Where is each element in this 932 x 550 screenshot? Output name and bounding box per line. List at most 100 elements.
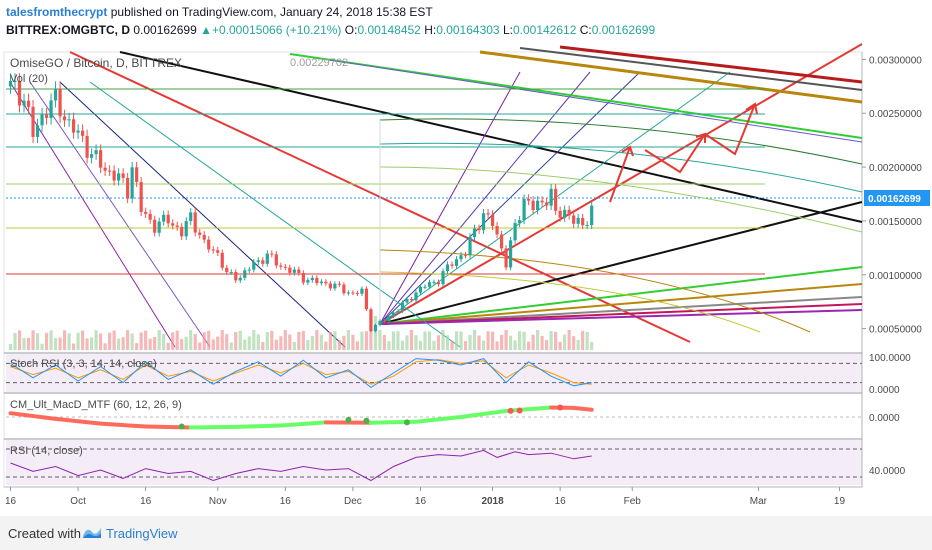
fan-line[interactable]: [59, 81, 346, 348]
volume-bar: [292, 341, 296, 350]
fib-arc[interactable]: [379, 166, 863, 233]
candle-body: [256, 260, 260, 262]
channel-line[interactable]: [519, 47, 863, 91]
candle-body: [405, 298, 409, 303]
volume-bar: [216, 336, 220, 350]
fib-arc[interactable]: [379, 118, 863, 165]
volume-bar: [513, 340, 517, 350]
candle-body: [26, 100, 31, 107]
candle-body: [44, 114, 49, 118]
created-with-text: Created with: [8, 526, 81, 541]
open-label: O:: [344, 23, 358, 37]
candle-body: [288, 267, 292, 273]
trend-line[interactable]: [379, 201, 863, 325]
fan-line[interactable]: [379, 296, 863, 325]
macd-segment: [504, 405, 554, 413]
candle-body: [499, 234, 504, 249]
candle-body: [216, 250, 220, 253]
volume-bar: [427, 331, 432, 350]
tradingview-logo-icon[interactable]: [82, 524, 102, 542]
volume-bar: [26, 337, 31, 350]
candle-body: [157, 221, 161, 233]
volume-bar: [360, 331, 364, 350]
volume-bar: [126, 330, 130, 350]
candle-body: [94, 150, 98, 155]
x-tick-label: Feb: [624, 496, 642, 507]
channel-line[interactable]: [479, 50, 863, 104]
candle-body: [369, 309, 373, 332]
ohlc-line: BITTREX:OMGBTC, D 0.00162699 ▲+0.0001506…: [6, 23, 655, 37]
y-tick-label: 0.00200000: [869, 163, 922, 174]
candle-body: [8, 80, 13, 87]
max-annotation: 0.00229702: [290, 57, 348, 69]
candle-body: [531, 200, 535, 211]
stoch-k-line: [10, 358, 592, 389]
volume-bar: [166, 342, 170, 350]
fan-line[interactable]: [379, 283, 863, 325]
candle-body: [229, 272, 233, 274]
candle-body: [17, 80, 22, 106]
fib-arc[interactable]: [379, 142, 863, 193]
candle-body: [49, 100, 53, 118]
rsi-label: RSI (14, close): [10, 445, 83, 457]
candle-body: [409, 298, 414, 301]
candle-body: [333, 283, 337, 289]
volume-bar: [468, 335, 472, 350]
candle-body: [518, 220, 522, 224]
volume-bar: [567, 330, 571, 350]
channel-line[interactable]: [329, 59, 863, 143]
rsi-tick-label: 40.0000: [869, 466, 906, 477]
volume-bar: [135, 343, 139, 350]
candle-body: [360, 288, 364, 294]
volume-bar: [256, 334, 260, 350]
candle-body: [261, 260, 265, 264]
volume-bar: [490, 331, 495, 350]
candle-body: [351, 292, 355, 294]
candle-body: [153, 219, 157, 233]
volume-bar: [148, 338, 152, 350]
candle-body: [13, 80, 17, 82]
tradingview-brand[interactable]: TradingView: [106, 526, 178, 541]
publish-line: talesfromthecrypt published on TradingVi…: [6, 5, 433, 19]
volume-bar: [585, 331, 589, 350]
candle-body: [477, 228, 481, 231]
macd-segment: [8, 411, 58, 421]
candle-body: [315, 277, 319, 284]
volume-bar: [400, 340, 405, 350]
last-price: 0.00162699: [133, 23, 197, 37]
volume-bar: [207, 330, 211, 350]
candle-body: [472, 228, 477, 238]
macd-pane: [6, 394, 862, 438]
volume-bar: [328, 331, 332, 350]
price-chart[interactable]: 0.00300000 0.00250000 0.00200000 0.00150000…: [0, 42, 932, 516]
candle-body: [558, 210, 562, 218]
candle-body: [283, 266, 287, 268]
open-value: 0.00148452: [357, 23, 421, 37]
chart-title: OmiseGO / Bitcoin, D, BITTREX: [10, 56, 182, 70]
fan-line[interactable]: [29, 81, 211, 348]
volume-bar: [274, 339, 278, 350]
volume-bar: [171, 332, 175, 350]
fib-arc[interactable]: [379, 249, 811, 333]
candle-body: [536, 200, 540, 211]
fan-line[interactable]: [379, 309, 863, 325]
candle-body: [387, 316, 391, 322]
channel-line[interactable]: [289, 53, 863, 139]
candle-body: [247, 269, 251, 271]
fan-line[interactable]: [89, 81, 461, 348]
candle-body: [117, 173, 121, 181]
candle-body: [337, 283, 341, 285]
channel-line[interactable]: [559, 45, 863, 84]
volume-bar: [355, 341, 360, 350]
volume-bar: [536, 330, 540, 350]
fan-line[interactable]: [379, 266, 863, 325]
author-name[interactable]: talesfromthecrypt: [6, 5, 108, 19]
macd-cross-dot: [403, 419, 410, 426]
projection-arrows[interactable]: [609, 102, 758, 203]
publish-info: published on TradingView.com, January 24…: [110, 5, 433, 19]
candle-body: [306, 280, 310, 283]
volume-bar: [252, 330, 256, 350]
trend-line[interactable]: [119, 51, 863, 223]
candle-body: [459, 255, 463, 260]
candle-body: [297, 269, 301, 273]
